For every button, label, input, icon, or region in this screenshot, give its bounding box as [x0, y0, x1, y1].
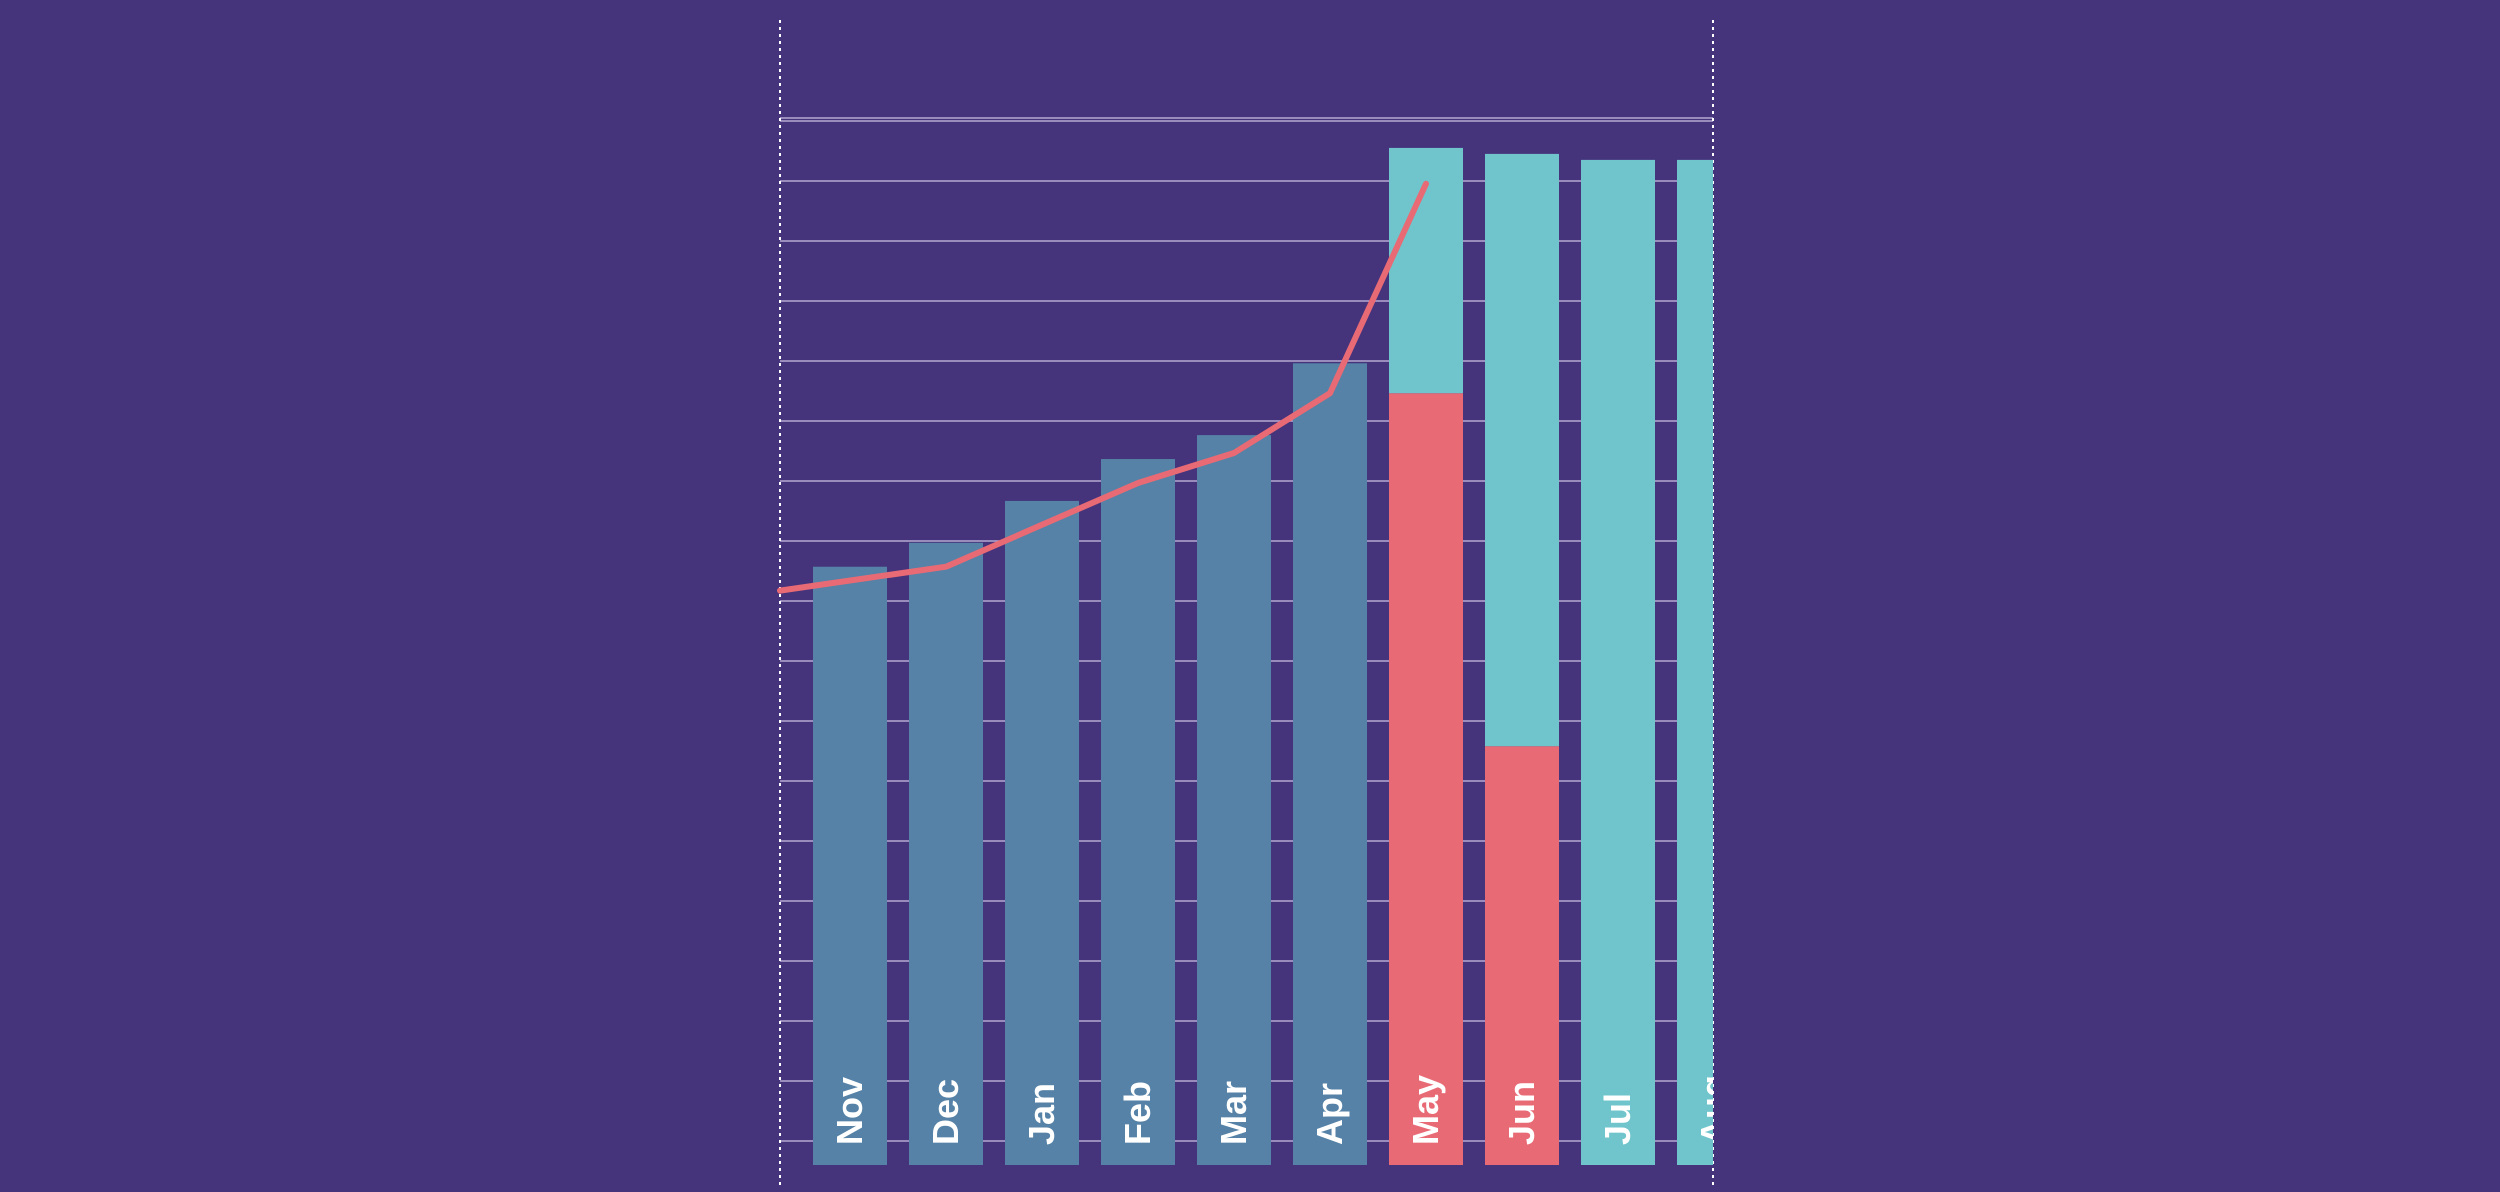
- bar-projected-jun: [1485, 153, 1559, 747]
- bar-historical-mar: [1197, 435, 1271, 1165]
- category-label-apr: Apr: [1309, 1083, 1350, 1145]
- category-label-nov: Nov: [829, 1077, 870, 1145]
- category-label-dec: Dec: [925, 1079, 966, 1145]
- category-label-jul: Jul: [1597, 1093, 1638, 1145]
- bar-historical-feb: [1101, 459, 1175, 1166]
- bar-historical-dec: [909, 542, 983, 1165]
- category-label-jun: Jun: [1501, 1081, 1542, 1145]
- line-layer: [777, 180, 1429, 594]
- category-label-jan: Jan: [1021, 1083, 1062, 1145]
- category-label-may: May: [1405, 1075, 1446, 1145]
- trend-line: [777, 180, 1429, 594]
- bar-historical-jan: [1005, 500, 1079, 1166]
- bar-historical-apr: [1293, 363, 1367, 1166]
- bar-layer: [813, 147, 1713, 1166]
- bar-actual-may: [1389, 393, 1463, 1165]
- bar-projected-jul: [1581, 159, 1655, 1165]
- bar-actual-jun: [1485, 746, 1559, 1165]
- label-layer: Nov Dec Jan Feb Mar Apr May Jun Jul Aug: [829, 1075, 1734, 1145]
- bar-historical-nov: [813, 566, 887, 1165]
- category-label-feb: Feb: [1117, 1081, 1158, 1145]
- category-label-aug: Aug: [1693, 1075, 1734, 1145]
- category-label-mar: Mar: [1213, 1081, 1254, 1145]
- bar-projected-aug: [1677, 159, 1713, 1165]
